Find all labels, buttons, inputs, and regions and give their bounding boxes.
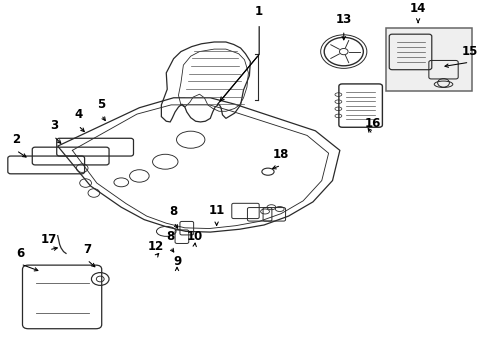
- Text: 4: 4: [74, 108, 82, 121]
- Text: 9: 9: [173, 255, 181, 267]
- Text: 15: 15: [460, 45, 477, 58]
- Text: 8: 8: [169, 205, 177, 218]
- Text: 5: 5: [97, 98, 105, 111]
- Text: 18: 18: [272, 148, 289, 161]
- Text: 10: 10: [186, 230, 203, 243]
- Text: 16: 16: [364, 117, 380, 130]
- Text: 2: 2: [12, 133, 20, 146]
- Text: 7: 7: [83, 243, 91, 256]
- Text: 8: 8: [166, 230, 174, 243]
- Bar: [386, 28, 471, 91]
- Text: 3: 3: [50, 119, 58, 132]
- Text: 14: 14: [409, 3, 426, 15]
- Text: 11: 11: [208, 204, 224, 217]
- Text: 12: 12: [147, 240, 163, 253]
- Text: 17: 17: [41, 233, 57, 246]
- Text: 1: 1: [255, 5, 263, 18]
- Text: 6: 6: [17, 247, 24, 260]
- Text: 13: 13: [335, 13, 351, 26]
